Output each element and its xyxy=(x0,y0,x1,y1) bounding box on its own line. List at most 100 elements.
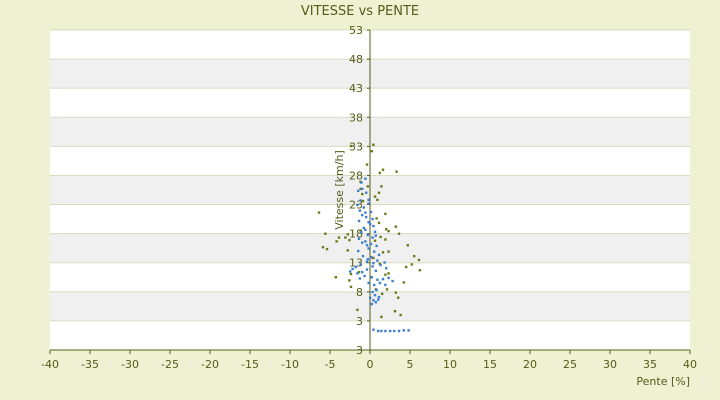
blue-data-point xyxy=(365,244,369,247)
blue-data-point xyxy=(359,199,362,202)
olive-data-point xyxy=(405,265,408,269)
x-tick-label: 10 xyxy=(443,358,457,371)
blue-data-point xyxy=(366,233,369,237)
blue-data-point xyxy=(375,244,378,248)
blue-data-point xyxy=(373,230,377,233)
x-tick-label: 15 xyxy=(483,358,497,371)
y-axis-label: Vitesse [km/h] xyxy=(333,150,346,230)
olive-data-point xyxy=(402,281,405,284)
olive-data-point xyxy=(413,254,416,258)
olive-data-point xyxy=(335,240,338,243)
blue-data-point xyxy=(385,267,388,270)
blue-data-point xyxy=(397,329,401,333)
x-tick-label: -10 xyxy=(281,358,299,371)
blue-data-point xyxy=(371,265,374,268)
olive-data-point xyxy=(381,251,385,254)
olive-data-point xyxy=(387,272,390,275)
blue-data-point xyxy=(357,237,361,241)
blue-data-point xyxy=(402,329,405,332)
blue-data-point xyxy=(372,261,375,265)
blue-data-point xyxy=(371,217,374,221)
blue-data-point xyxy=(384,329,387,333)
blue-data-point xyxy=(373,293,377,297)
y-tick-label: 13 xyxy=(349,257,363,270)
blue-data-point xyxy=(364,228,367,232)
x-tick-label: -30 xyxy=(121,358,139,371)
olive-data-point xyxy=(385,228,388,231)
olive-data-point xyxy=(376,198,379,201)
blue-data-point xyxy=(377,298,380,301)
blue-data-point xyxy=(372,328,375,331)
olive-data-point xyxy=(385,288,389,291)
blue-data-point xyxy=(361,213,364,217)
blue-data-point xyxy=(367,221,370,224)
olive-data-point xyxy=(325,247,329,251)
olive-data-point xyxy=(349,144,353,148)
olive-data-point xyxy=(377,191,381,194)
blue-data-point xyxy=(351,267,354,271)
y-tick-label: 48 xyxy=(349,53,363,66)
blue-data-point xyxy=(393,329,396,333)
chart-title: VITESSE vs PENTE xyxy=(301,4,419,19)
blue-data-point xyxy=(360,181,363,184)
blue-data-point xyxy=(370,302,373,306)
blue-data-point xyxy=(359,263,362,266)
blue-data-point xyxy=(369,210,373,214)
blue-data-point xyxy=(364,211,367,214)
blue-data-point xyxy=(374,234,377,237)
x-tick-label: -15 xyxy=(241,358,259,371)
olive-data-point xyxy=(373,239,377,242)
blue-data-point xyxy=(371,290,374,294)
olive-data-point xyxy=(397,232,401,235)
olive-data-point xyxy=(372,256,375,260)
blue-data-point xyxy=(358,209,361,212)
blue-data-point xyxy=(378,281,381,285)
x-axis-label: Pente [%] xyxy=(636,375,690,388)
blue-data-point xyxy=(365,215,368,219)
olive-data-point xyxy=(399,313,402,317)
blue-data-point xyxy=(407,329,410,332)
blue-data-point xyxy=(367,202,370,205)
blue-data-point xyxy=(387,276,390,280)
x-tick-label: 25 xyxy=(563,358,577,371)
blue-data-point xyxy=(374,301,377,304)
blue-data-point xyxy=(376,259,379,262)
x-tick-label: 35 xyxy=(643,358,657,371)
x-tick-label: 30 xyxy=(603,358,617,371)
olive-data-point xyxy=(359,187,362,191)
blue-data-point xyxy=(357,219,361,223)
y-tick-label: 33 xyxy=(349,140,363,153)
blue-data-point xyxy=(357,249,360,253)
y-tick-label: 23 xyxy=(349,199,363,212)
olive-data-point xyxy=(348,238,351,242)
y-tick-label: 8 xyxy=(356,286,363,299)
blue-data-point xyxy=(361,270,364,274)
blue-data-point xyxy=(367,198,370,201)
blue-data-point xyxy=(363,274,366,278)
blue-data-point xyxy=(375,288,378,292)
blue-data-point xyxy=(374,269,377,273)
blue-data-point xyxy=(372,224,375,228)
y-tick-label: 3 xyxy=(356,344,363,357)
olive-data-point xyxy=(417,258,421,262)
olive-data-point xyxy=(410,263,413,266)
olive-data-point xyxy=(356,308,359,312)
olive-data-point xyxy=(361,192,364,196)
x-tick-label: 5 xyxy=(407,358,414,371)
blue-data-point xyxy=(373,250,376,253)
olive-data-point xyxy=(346,233,349,236)
blue-data-point xyxy=(383,261,386,264)
olive-data-point xyxy=(349,285,353,289)
blue-data-point xyxy=(356,272,359,275)
blue-data-point xyxy=(361,254,365,258)
blue-data-point xyxy=(367,281,370,285)
olive-data-point xyxy=(380,185,383,188)
blue-data-point xyxy=(384,283,387,287)
olive-data-point xyxy=(384,238,387,241)
olive-data-point xyxy=(378,262,381,265)
olive-data-point xyxy=(348,279,351,282)
blue-data-point xyxy=(365,260,369,264)
blue-data-point xyxy=(356,203,359,207)
